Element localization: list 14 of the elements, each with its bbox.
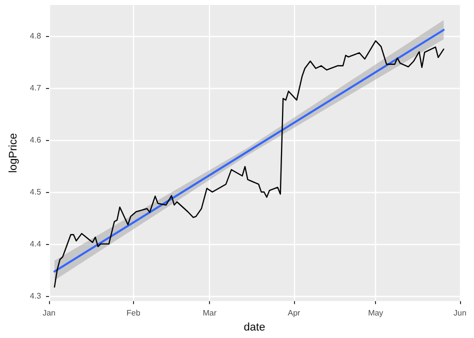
y-tick-label: 4.4 [30,239,42,248]
x-tick-label: Jun [454,308,466,318]
y-tick-label: 4.5 [30,188,42,197]
y-tick-label: 4.7 [30,84,42,93]
y-axis-title: logPrice [8,133,20,173]
x-tick-label: Apr [288,308,301,318]
y-tick-label: 4.6 [30,136,42,145]
x-tick-label: May [368,308,384,318]
x-axis-title: date [244,322,266,334]
x-tick-label: Feb [126,308,141,318]
y-tick-label: 4.8 [30,32,42,41]
y-tick-label: 4.3 [30,291,42,300]
x-tick-label: Mar [202,308,217,318]
x-tick-label: Jan [42,308,56,318]
